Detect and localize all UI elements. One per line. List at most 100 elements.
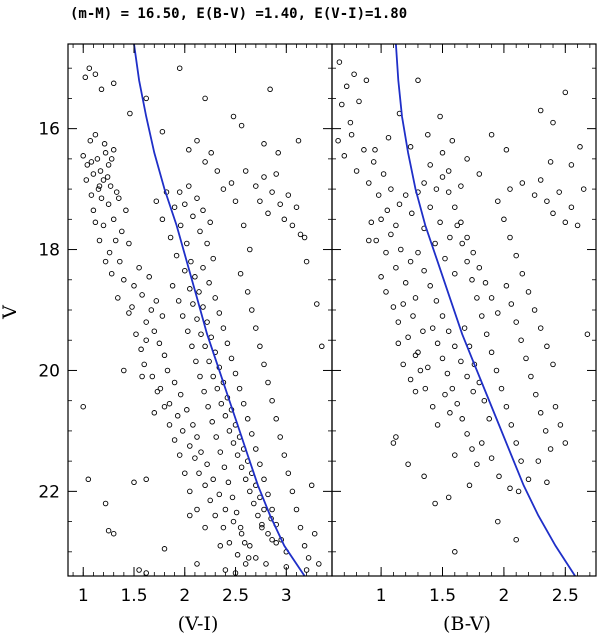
- data-point: [90, 207, 97, 214]
- data-point: [204, 240, 210, 247]
- data-point: [123, 207, 129, 214]
- data-point: [136, 264, 142, 271]
- data-point: [537, 177, 544, 183]
- data-point: [141, 361, 147, 368]
- data-point: [182, 267, 188, 274]
- plot-area: [335, 44, 591, 576]
- data-point: [507, 186, 513, 192]
- data-point: [226, 428, 233, 434]
- data-point: [458, 358, 464, 365]
- data-point: [281, 452, 288, 458]
- data-point: [133, 331, 139, 337]
- data-point: [228, 180, 235, 186]
- data-point: [261, 174, 267, 180]
- panel-bv: 1 1.5 2 2.5: [331, 43, 597, 606]
- data-point: [464, 234, 470, 241]
- data-point: [251, 500, 257, 507]
- data-point: [210, 476, 216, 483]
- data-point: [265, 210, 271, 217]
- figure-title: (m-M) = 16.50, E(B-V) =1.40, E(V-I)=1.80: [70, 6, 407, 22]
- data-point: [390, 304, 397, 310]
- data-point: [339, 101, 345, 108]
- data-point: [289, 488, 296, 495]
- data-point: [242, 168, 249, 174]
- x-tick-label: 2: [179, 586, 190, 606]
- data-point: [503, 283, 510, 289]
- data-point: [537, 107, 544, 114]
- data-point: [212, 295, 218, 301]
- data-point: [146, 274, 152, 280]
- data-point: [293, 506, 300, 513]
- data-point: [151, 328, 158, 334]
- data-point: [383, 289, 389, 295]
- data-point: [148, 307, 155, 313]
- data-point: [410, 313, 416, 319]
- data-point: [102, 150, 109, 156]
- data-point: [237, 270, 244, 277]
- data-point: [198, 331, 204, 337]
- data-point: [233, 509, 240, 516]
- data-point: [452, 549, 458, 555]
- data-point: [393, 222, 399, 229]
- data-point: [261, 141, 267, 147]
- data-point: [452, 270, 458, 277]
- data-point: [547, 446, 554, 452]
- data-point: [201, 388, 207, 395]
- data-point: [447, 234, 453, 241]
- data-point: [513, 252, 519, 259]
- data-point: [186, 183, 192, 189]
- data-point: [232, 370, 239, 377]
- data-point: [513, 440, 519, 446]
- data-point: [466, 482, 473, 489]
- data-point: [143, 337, 149, 343]
- data-point: [149, 373, 156, 380]
- data-point: [139, 292, 145, 298]
- data-point: [179, 428, 186, 434]
- data-point: [393, 264, 399, 271]
- data-point: [108, 270, 115, 277]
- data-point: [373, 237, 379, 244]
- data-point: [194, 434, 200, 440]
- data-point: [143, 476, 149, 483]
- data-point: [464, 431, 470, 437]
- data-point: [210, 373, 216, 380]
- data-point: [513, 319, 519, 325]
- data-point: [110, 216, 117, 223]
- data-point: [547, 159, 554, 165]
- data-point: [167, 234, 174, 241]
- data-point: [90, 171, 97, 177]
- data-point: [439, 174, 446, 180]
- data-point: [229, 494, 236, 501]
- data-point: [388, 231, 394, 238]
- x-tick-label: 1: [78, 586, 89, 606]
- data-point: [87, 137, 94, 144]
- data-point: [156, 340, 163, 347]
- y-tick-label: 18: [38, 241, 60, 261]
- data-point: [351, 71, 357, 77]
- data-point: [259, 521, 265, 528]
- data-point: [127, 110, 133, 117]
- data-point: [143, 570, 149, 576]
- data-point: [190, 213, 196, 220]
- data-point: [161, 403, 168, 410]
- data-point: [347, 119, 354, 126]
- data-point: [445, 168, 452, 174]
- data-point: [519, 180, 526, 186]
- data-point: [577, 144, 583, 150]
- x-tick-label: 2: [498, 586, 509, 606]
- data-point: [474, 461, 480, 467]
- data-point: [341, 153, 348, 159]
- data-point: [515, 488, 522, 495]
- data-point: [177, 391, 184, 398]
- data-point: [207, 219, 213, 226]
- data-point: [100, 177, 107, 183]
- data-point: [316, 561, 322, 567]
- data-point: [433, 186, 440, 192]
- data-point: [253, 555, 259, 561]
- data-point: [353, 168, 360, 174]
- data-point: [507, 234, 513, 241]
- data-point: [129, 304, 135, 310]
- data-point: [493, 367, 500, 374]
- data-point: [476, 171, 483, 177]
- data-point: [356, 98, 362, 105]
